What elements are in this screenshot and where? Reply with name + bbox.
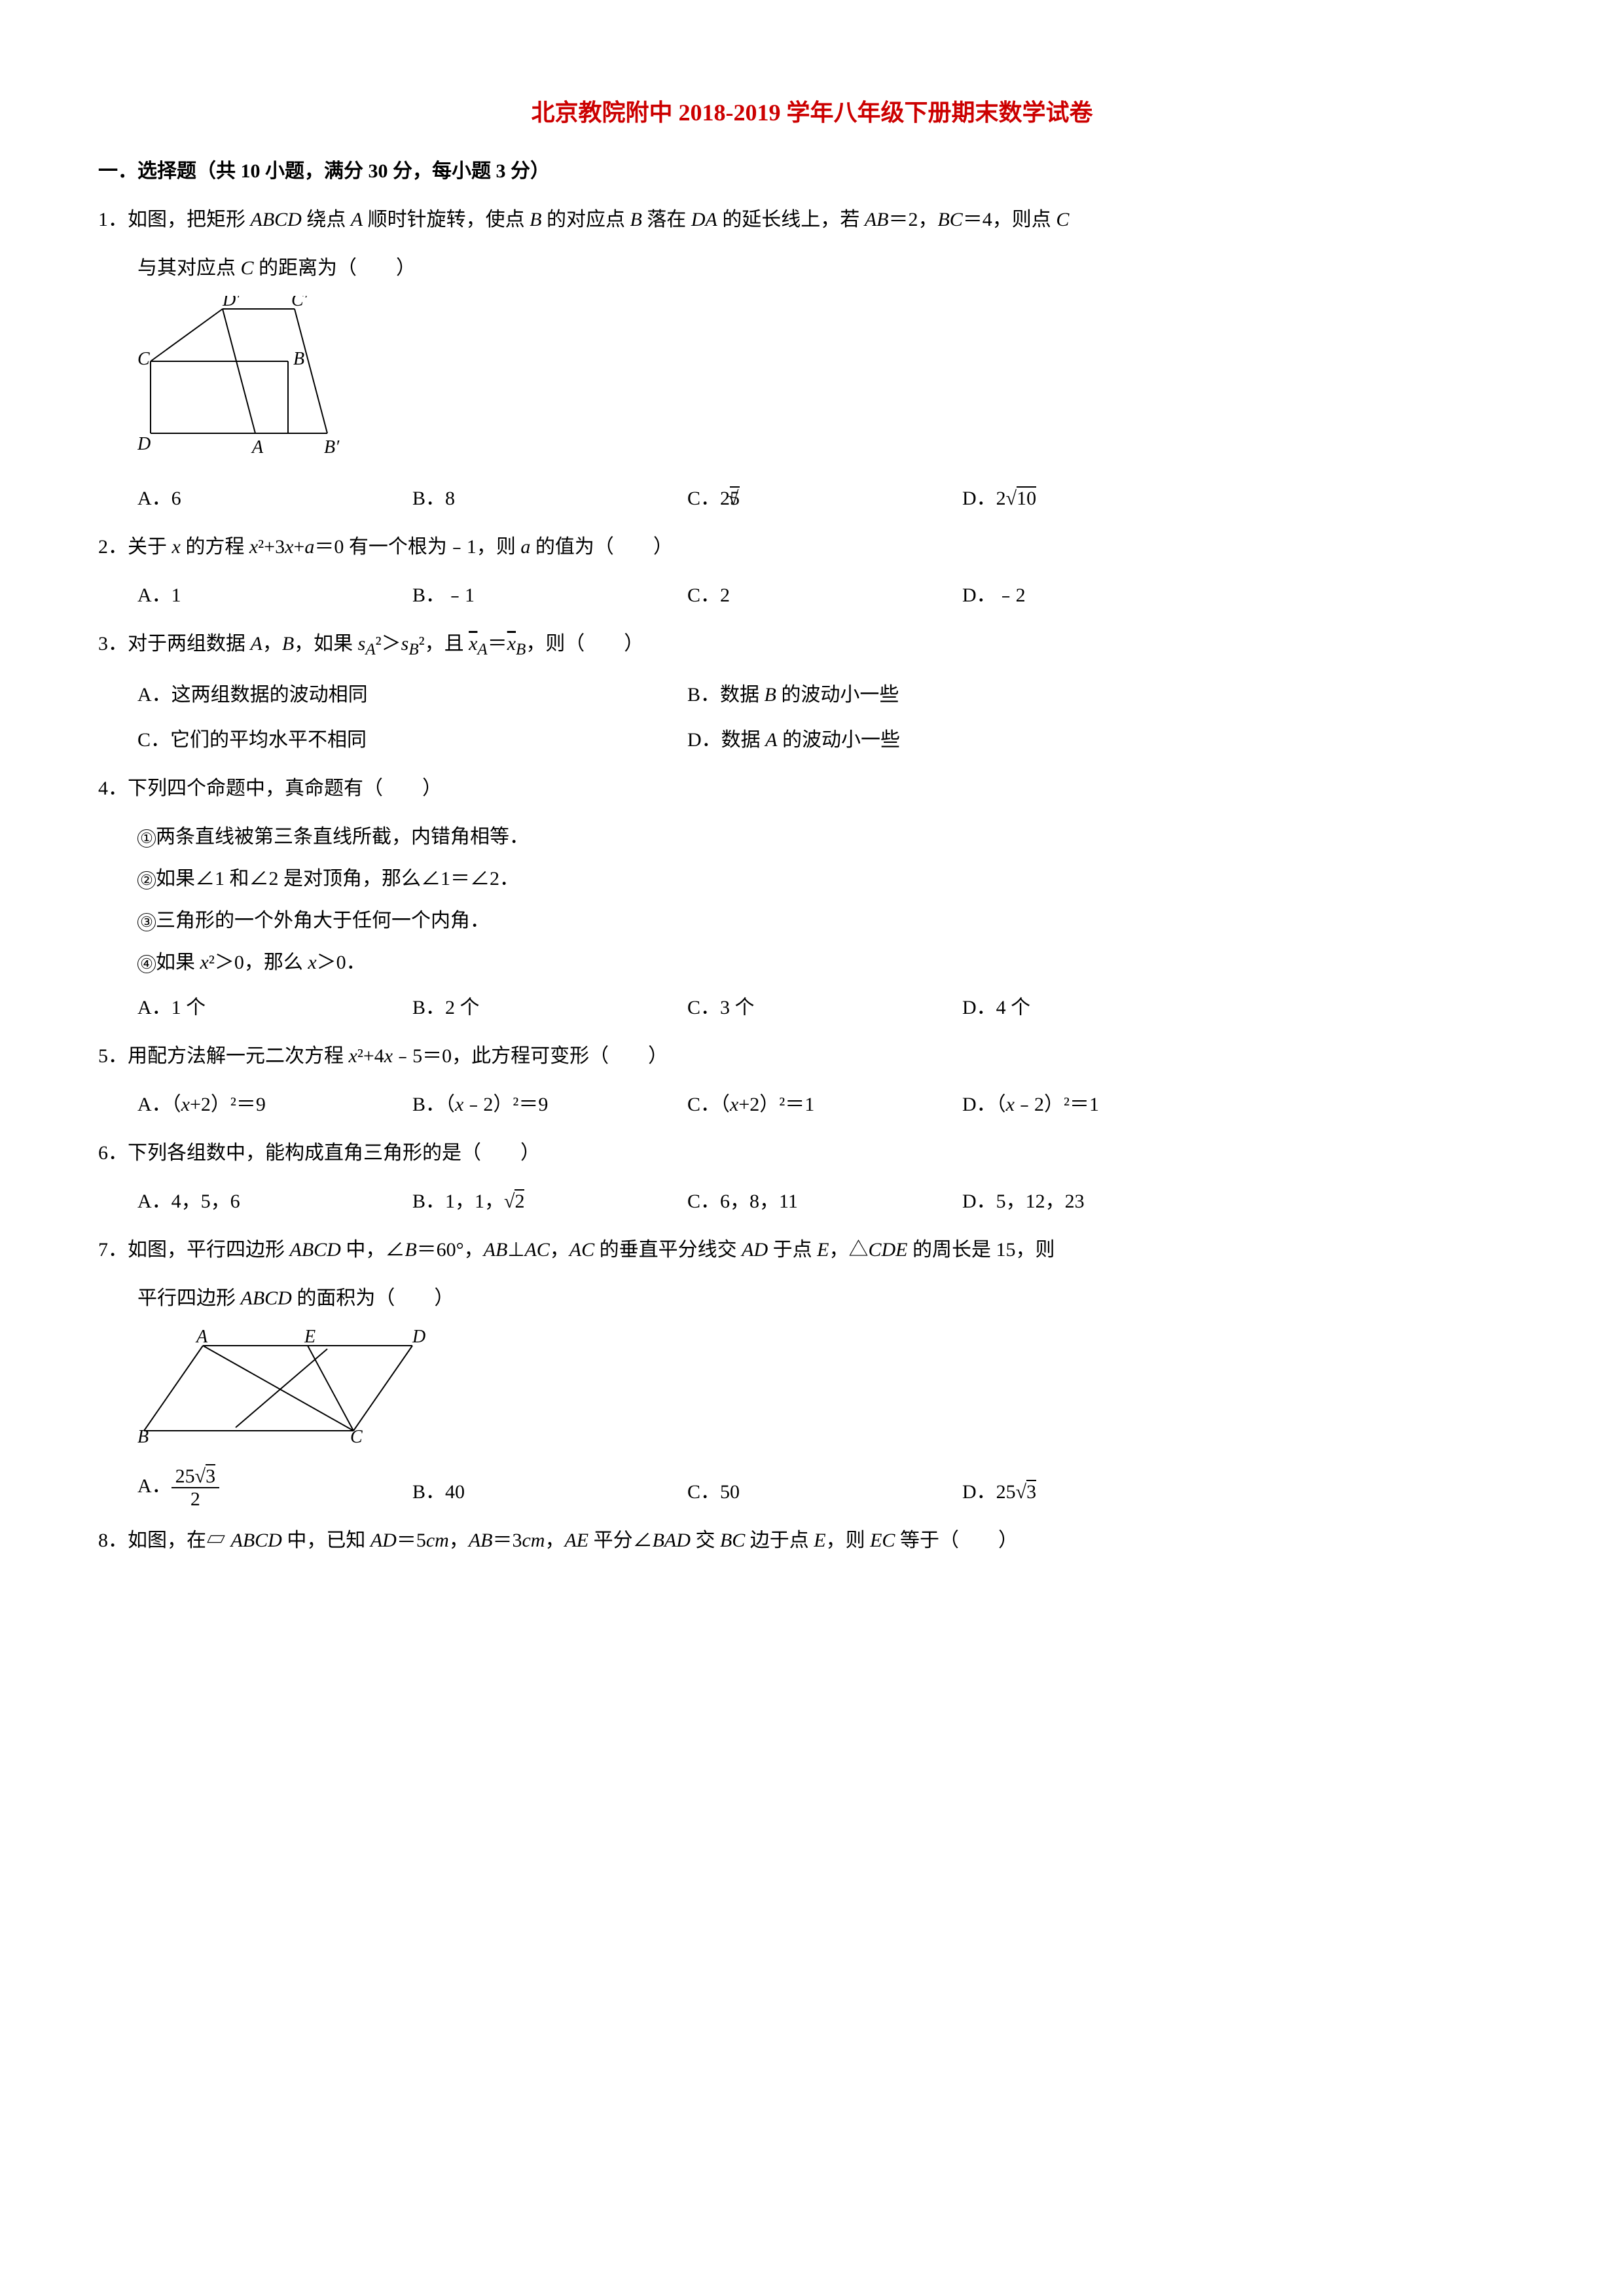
label-b-prime: B′ [324,437,340,457]
q1-option-b: B．8 [412,481,687,516]
q6-options: A．4，5，6 B．1，1，√2 C．6，8，11 D．5，12，23 [98,1184,1526,1219]
question-1: 1．如图，把矩形 ABCD 绕点 A 顺时针旋转，使点 B 的对应点 B 落在 … [98,202,1526,238]
q3-option-d: D．数据 A 的波动小一些 [687,723,1237,758]
q2-options: A．1 B．﹣1 C．2 D．﹣2 [98,578,1526,613]
q7-option-d: D．25√3 [962,1475,1237,1510]
q4-option-d: D．4 个 [962,990,1237,1026]
q1-options: A．6 B．8 C．25√ D．2√10 [98,481,1526,516]
q4-item1: ①两条直线被第三条直线所截，内错角相等． [98,819,1526,855]
q6-option-b: B．1，1，√2 [412,1184,687,1219]
question-5: 5．用配方法解一元二次方程 x²+4x﹣5＝0，此方程可变形（ ） [98,1039,1526,1074]
q4-options: A．1 个 B．2 个 C．3 个 D．4 个 [98,990,1526,1026]
label-a7: A [195,1327,208,1347]
label-c: C [137,349,150,369]
exam-title: 北京教院附中 2018-2019 学年八年级下册期末数学试卷 [98,92,1526,134]
q7-diagram: A E D B C [98,1326,1526,1456]
q2-option-d: D．﹣2 [962,578,1237,613]
question-8: 8．如图，在▱ ABCD 中，已知 AD＝5cm，AB＝3cm，AE 平分∠BA… [98,1523,1526,1558]
q3-options-row1: A．这两组数据的波动相同 B．数据 B 的波动小一些 [98,677,1526,713]
q5-option-c: C．（x+2）²＝1 [687,1087,962,1122]
label-b: B [293,349,304,369]
q7-option-a: A．25√32 [137,1465,412,1510]
label-c-prime: C′ [291,296,308,310]
q1-diagram: D′ C′ C B D A B′ [98,296,1526,471]
q2-option-a: A．1 [137,578,412,613]
q4-option-a: A．1 个 [137,990,412,1026]
q7-option-b: B．40 [412,1475,687,1510]
q3-options-row2: C．它们的平均水平不相同 D．数据 A 的波动小一些 [98,723,1526,758]
q1-option-d: D．2√10 [962,481,1237,516]
label-e7: E [304,1327,316,1347]
q1-option-a: A．6 [137,481,412,516]
q4-item3: ③三角形的一个外角大于任何一个内角． [98,903,1526,939]
q1-option-c: C．25√ [687,481,962,516]
q6-option-d: D．5，12，23 [962,1184,1237,1219]
label-c7: C [350,1427,363,1444]
q6-option-c: C．6，8，11 [687,1184,962,1219]
q3-option-c: C．它们的平均水平不相同 [137,723,687,758]
q1-text: 1．如图，把矩形 ABCD 绕点 A 顺时针旋转，使点 B 的对应点 B 落在 … [98,209,1069,230]
question-7: 7．如图，平行四边形 ABCD 中，∠B＝60°，AB⊥AC，AC 的垂直平分线… [98,1232,1526,1268]
q2-option-b: B．﹣1 [412,578,687,613]
q3-option-a: A．这两组数据的波动相同 [137,677,687,713]
question-2: 2．关于 x 的方程 x²+3x+a＝0 有一个根为﹣1，则 a 的值为（ ） [98,529,1526,565]
q4-option-b: B．2 个 [412,990,687,1026]
question-4: 4．下列四个命题中，真命题有（ ） [98,771,1526,806]
q7-option-c: C．50 [687,1475,962,1510]
q3-option-b: B．数据 B 的波动小一些 [687,677,1237,713]
q5-option-b: B．（x﹣2）²＝9 [412,1087,687,1122]
q5-option-a: A．（x+2）²＝9 [137,1087,412,1122]
q4-item2: ②如果∠1 和∠2 是对顶角，那么∠1＝∠2． [98,861,1526,897]
q7-options: A．25√32 B．40 C．50 D．25√3 [98,1465,1526,1510]
q1-text2: 与其对应点 C 的距离为（ ） [98,251,1526,286]
label-d7: D [412,1327,425,1347]
q2-option-c: C．2 [687,578,962,613]
label-a: A [251,437,264,457]
question-6: 6．下列各组数中，能构成直角三角形的是（ ） [98,1136,1526,1171]
q4-item4: ④如果 x²＞0，那么 x＞0． [98,945,1526,980]
label-b7: B [137,1427,149,1444]
q6-option-a: A．4，5，6 [137,1184,412,1219]
q7-text2: 平行四边形 ABCD 的面积为（ ） [98,1281,1526,1316]
label-d: D [137,434,151,454]
q5-options: A．（x+2）²＝9 B．（x﹣2）²＝9 C．（x+2）²＝1 D．（x﹣2）… [98,1087,1526,1122]
question-3: 3．对于两组数据 A，B，如果 sA²＞sB²，且 xA＝xB，则（ ） [98,626,1526,664]
q5-option-d: D．（x﹣2）²＝1 [962,1087,1237,1122]
section-header: 一．选择题（共 10 小题，满分 30 分，每小题 3 分） [98,154,1526,189]
label-d-prime: D′ [222,296,240,310]
q4-option-c: C．3 个 [687,990,962,1026]
